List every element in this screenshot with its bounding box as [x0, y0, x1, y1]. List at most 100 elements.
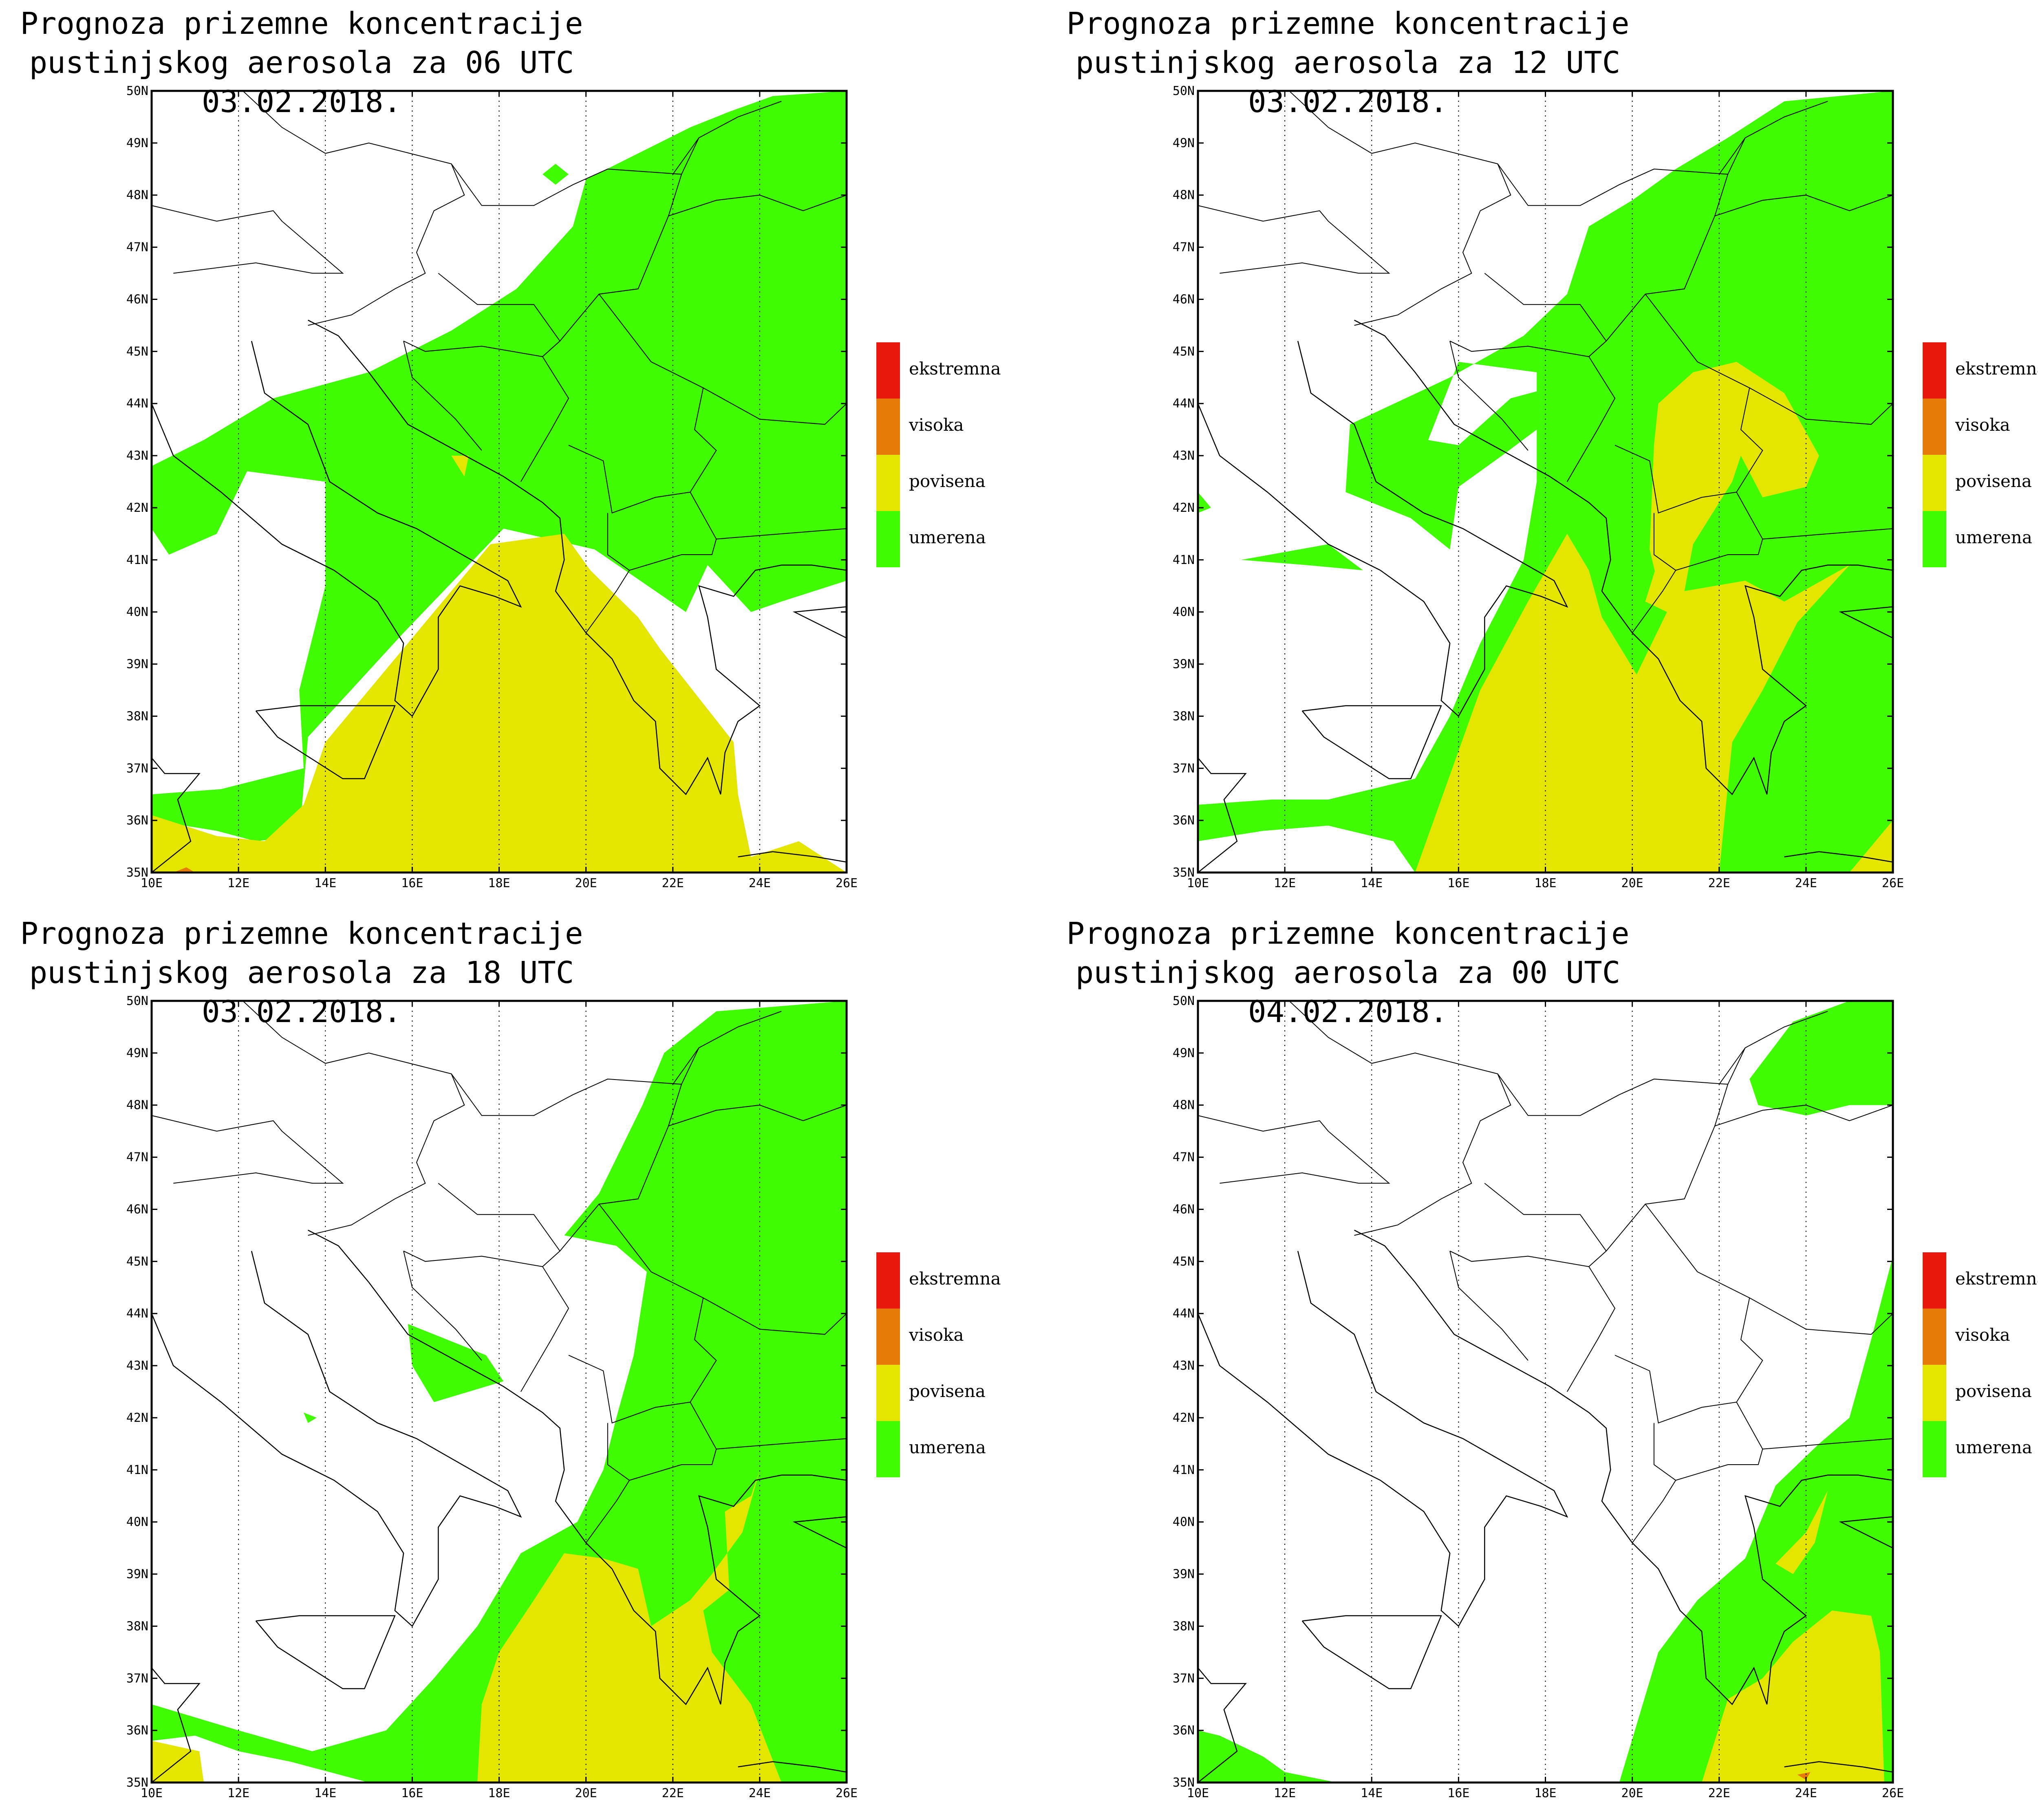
title-line-1: Prognoza prizemne koncentracije [20, 916, 583, 951]
country-border [1714, 1104, 1893, 1126]
lat-label: 49N [1173, 136, 1195, 150]
lon-label: 12E [1274, 1786, 1296, 1800]
dust-area-povisena [1650, 361, 1819, 591]
legend-label: umerena [1955, 527, 2032, 547]
lat-label: 39N [1173, 657, 1195, 672]
country-border [568, 294, 717, 514]
lon-label: 20E [1621, 1786, 1643, 1800]
legend-label: umerena [909, 527, 986, 547]
country-border [1653, 513, 1676, 571]
dust-area-povisena [1702, 1611, 1884, 1783]
coastline [792, 606, 847, 639]
dust-area-povisena [451, 456, 469, 477]
country-border [1749, 387, 1893, 425]
coastline [1839, 606, 1893, 639]
lat-label: 42N [126, 501, 148, 515]
dust-area-umerena [304, 1412, 317, 1423]
coastline [1784, 1761, 1893, 1773]
legend-swatch [876, 1309, 900, 1365]
lat-label: 43N [126, 1359, 148, 1373]
lon-label: 14E [314, 1786, 336, 1800]
lon-label: 24E [749, 876, 771, 890]
map-panel-18utc: Prognoza prizemne koncentracije pustinjs… [0, 910, 1046, 1820]
lon-label: 20E [575, 1786, 597, 1800]
legend-swatch [1923, 1365, 1946, 1421]
dust-area-umerena [1198, 492, 1211, 513]
lon-label: 10E [141, 1786, 163, 1800]
lat-label: 35N [126, 1776, 148, 1790]
coastline [152, 757, 201, 873]
lon-label: 22E [1708, 1786, 1730, 1800]
country-border [559, 1084, 682, 1252]
coastline [255, 1615, 396, 1690]
country-border [716, 1438, 847, 1450]
lat-label: 36N [126, 813, 148, 828]
country-border [1198, 1115, 1390, 1184]
lat-label: 37N [126, 1671, 148, 1686]
lat-label: 50N [126, 994, 148, 1008]
legend-label: umerena [909, 1437, 986, 1457]
lat-label: 41N [1173, 1463, 1195, 1477]
legend-label: visoka [1955, 1325, 2010, 1345]
country-border [607, 513, 630, 571]
coastline [255, 705, 396, 780]
legend-swatch [1923, 455, 1946, 511]
lon-label: 14E [1361, 1786, 1383, 1800]
lat-label: 38N [1173, 709, 1195, 723]
country-border [243, 91, 465, 326]
lon-label: 10E [1187, 1786, 1209, 1800]
dust-area-umerena [408, 1324, 504, 1402]
lon-label: 16E [1447, 876, 1469, 890]
country-border [1484, 1183, 1616, 1392]
lat-label: 46N [1173, 292, 1195, 306]
country-border [568, 1204, 717, 1424]
lat-label: 49N [126, 1046, 148, 1060]
lat-label: 37N [126, 761, 148, 776]
legend-swatch [1923, 1252, 1946, 1309]
lat-label: 49N [1173, 1046, 1195, 1060]
coastline [308, 319, 847, 795]
country-border [703, 387, 847, 425]
country-border [1449, 1251, 1528, 1361]
country-border [1632, 492, 1763, 633]
lat-label: 45N [126, 344, 148, 359]
lon-label: 10E [1187, 876, 1209, 890]
legend-swatch [1923, 1421, 1946, 1477]
country-border [403, 340, 543, 357]
lat-label: 41N [126, 553, 148, 567]
country-border [1632, 1402, 1763, 1543]
lat-label: 35N [1173, 866, 1195, 880]
country-border [438, 273, 569, 482]
lat-label: 50N [1173, 84, 1195, 98]
lat-label: 41N [126, 1463, 148, 1477]
map-panel-06utc: Prognoza prizemne koncentracije pustinjs… [0, 0, 1046, 910]
lon-label: 24E [749, 1786, 771, 1800]
coastline [1198, 1251, 1568, 1627]
lat-label: 47N [126, 1150, 148, 1165]
dust-area-umerena [152, 1001, 847, 1783]
country-border [1615, 294, 1763, 514]
legend-label: povisena [909, 1381, 986, 1401]
lon-label: 26E [1882, 876, 1904, 890]
legend-swatch [876, 511, 900, 567]
country-border [1606, 1084, 1729, 1252]
country-border [243, 1001, 465, 1236]
legend-label: visoka [1955, 415, 2010, 435]
coastline [1198, 1667, 1247, 1783]
lon-label: 10E [141, 876, 163, 890]
dust-area-umerena [543, 164, 569, 185]
country-border [672, 101, 782, 175]
lon-label: 16E [1447, 1786, 1469, 1800]
country-border [672, 1011, 782, 1085]
lon-label: 22E [662, 1786, 684, 1800]
country-border [1484, 273, 1616, 482]
lat-label: 44N [126, 397, 148, 411]
lat-label: 39N [1173, 1567, 1195, 1582]
coastline [1301, 705, 1442, 780]
country-border [607, 1423, 630, 1481]
legend-swatch [1923, 399, 1946, 455]
lat-label: 36N [126, 1723, 148, 1738]
legend-label: povisena [1955, 471, 2032, 491]
lon-label: 18E [1534, 1786, 1556, 1800]
lat-label: 50N [126, 84, 148, 98]
